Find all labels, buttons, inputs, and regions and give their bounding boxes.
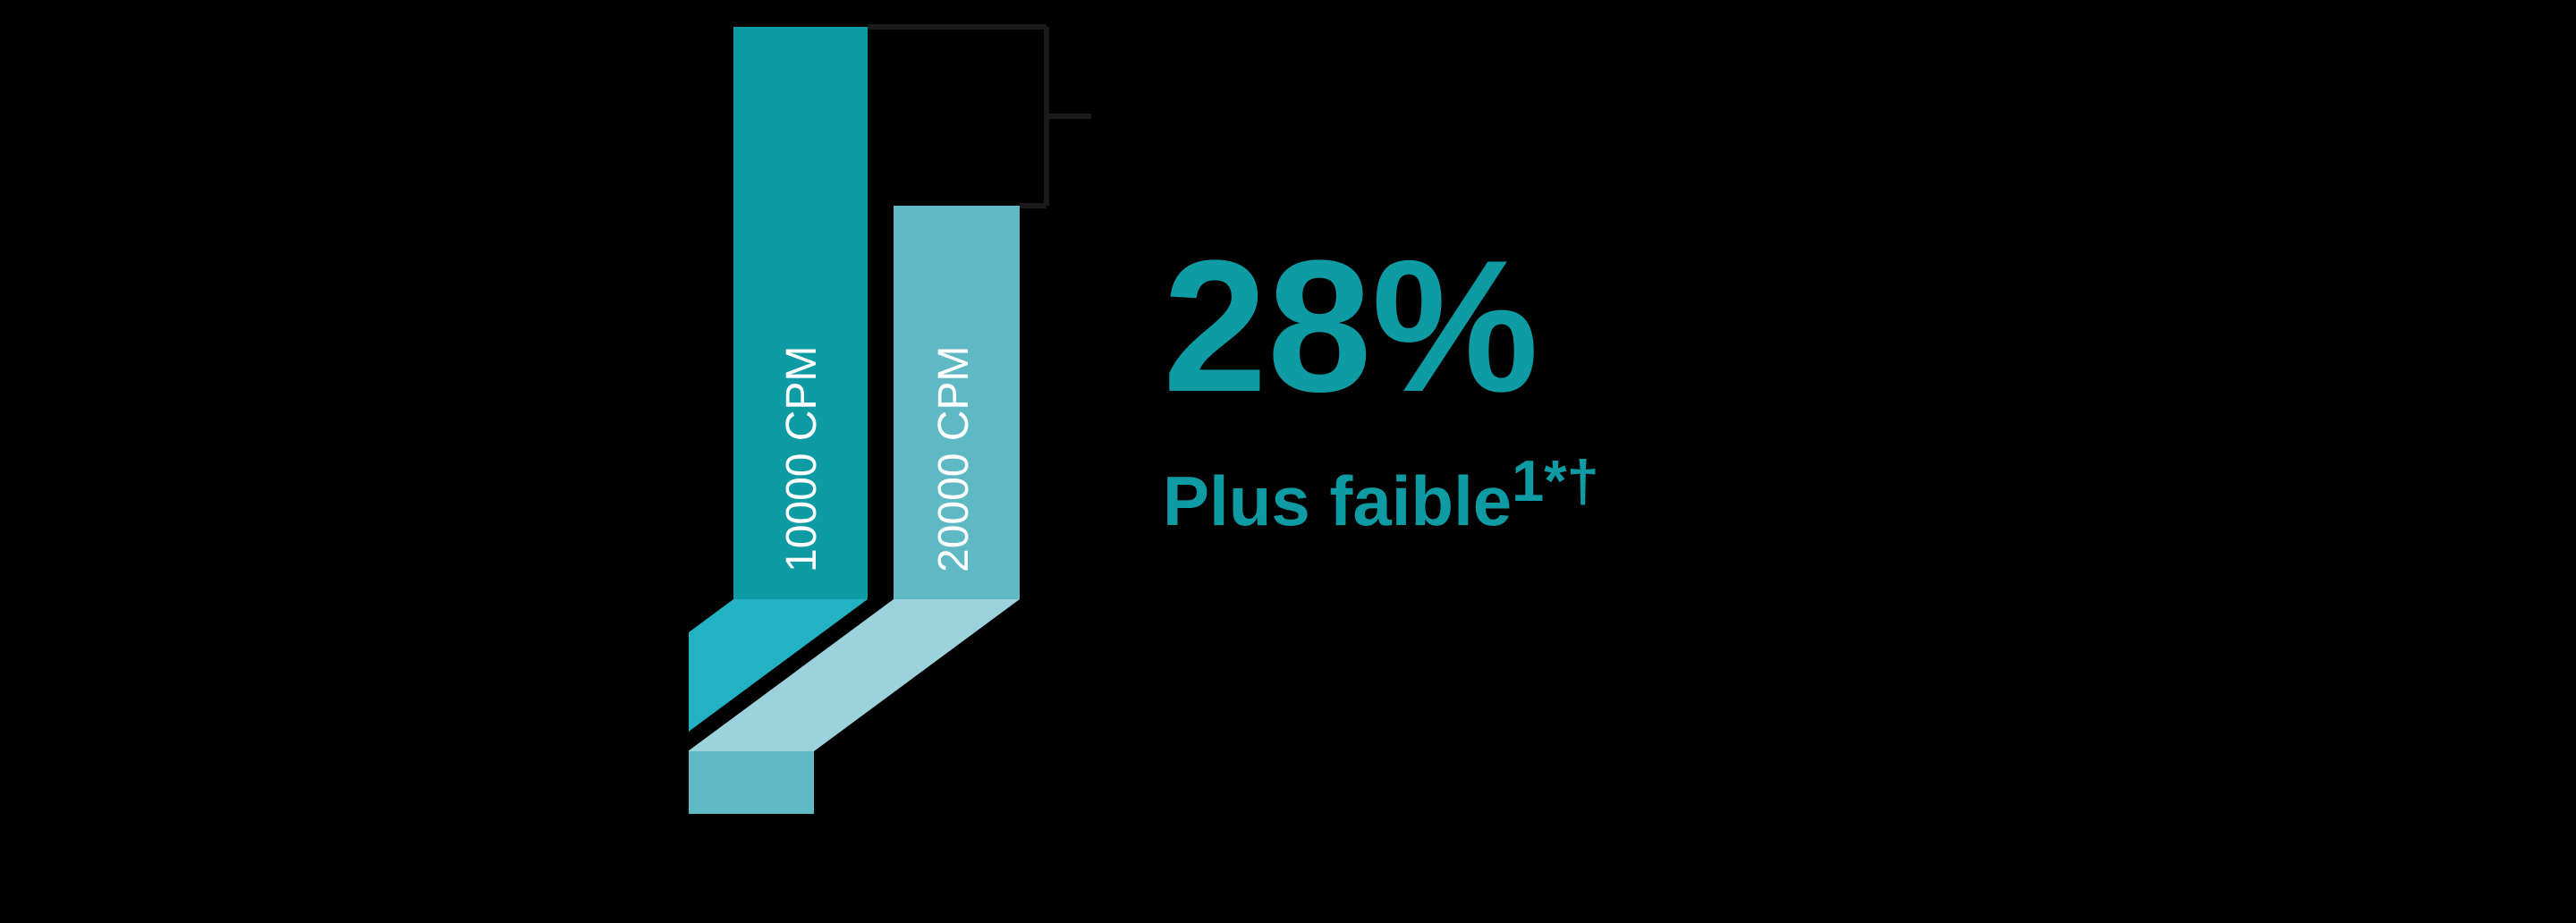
bar-label-0: 10000 CPM — [778, 346, 826, 572]
bar-slab-front-1 — [689, 751, 814, 814]
callout-subtext-sup: 1*† — [1512, 448, 1599, 513]
bar-gap-vertical — [877, 206, 894, 599]
callout-percent: 28% — [1163, 233, 1599, 420]
callout-subtext-main: Plus faible — [1163, 462, 1512, 540]
stage: 10000 CPM 20000 CPM 28% Plus faible1*† — [0, 0, 2576, 923]
callout: 28% Plus faible1*† — [1163, 233, 1599, 542]
callout-subtext: Plus faible1*† — [1163, 447, 1599, 542]
bar-label-1: 20000 CPM — [930, 346, 978, 572]
